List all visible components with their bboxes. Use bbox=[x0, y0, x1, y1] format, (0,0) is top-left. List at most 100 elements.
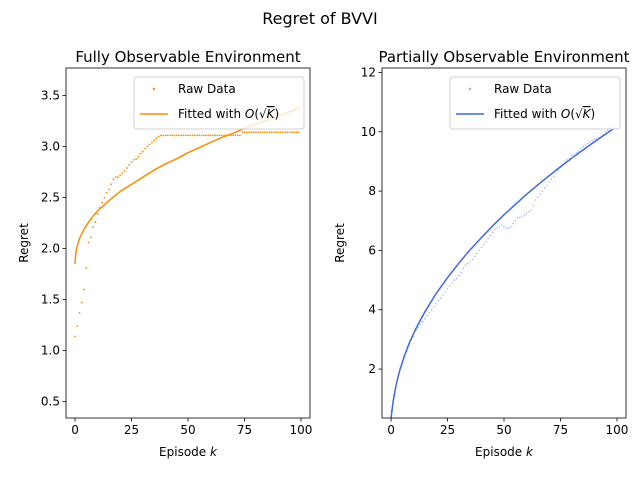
raw-data-point bbox=[85, 267, 88, 269]
raw-data-point bbox=[89, 236, 92, 239]
x-tick-label: 100 bbox=[290, 423, 313, 437]
raw-data-point bbox=[182, 134, 185, 137]
raw-data-point bbox=[564, 160, 566, 163]
legend-box bbox=[449, 76, 621, 130]
raw-data-point bbox=[141, 150, 144, 153]
raw-data-point bbox=[110, 183, 113, 186]
raw-data-point bbox=[132, 158, 135, 161]
raw-data-point bbox=[458, 274, 460, 277]
raw-data-point bbox=[505, 227, 507, 229]
y-tick-label: 1.0 bbox=[41, 344, 60, 358]
panel-fully-observable: 0 25 50 75 100 0.5 1.0 1.5 2.0 2.5 3.0 3.5 Fully Obs… bbox=[17, 48, 312, 459]
raw-data-point bbox=[421, 320, 424, 323]
raw-data-point bbox=[114, 176, 117, 179]
raw-data-point bbox=[577, 150, 580, 152]
raw-data-point bbox=[130, 160, 133, 163]
raw-data-point bbox=[144, 147, 146, 150]
raw-data-point bbox=[126, 167, 128, 169]
raw-data-point bbox=[571, 154, 573, 157]
raw-data-point bbox=[92, 226, 95, 229]
raw-data-point bbox=[553, 175, 555, 177]
raw-data-point bbox=[101, 201, 104, 204]
raw-data-point bbox=[108, 188, 110, 191]
raw-data-point bbox=[548, 181, 550, 183]
raw-data-point bbox=[239, 134, 241, 137]
raw-data-point bbox=[419, 323, 422, 326]
raw-data-point bbox=[586, 142, 589, 145]
raw-data-point bbox=[139, 152, 142, 155]
raw-data-point bbox=[279, 131, 282, 134]
raw-data-point bbox=[146, 145, 149, 148]
raw-data-point bbox=[534, 199, 537, 201]
raw-data-point bbox=[573, 153, 575, 155]
raw-data-point bbox=[178, 134, 180, 137]
x-tick-label: 100 bbox=[606, 423, 629, 437]
raw-data-point bbox=[460, 271, 462, 274]
raw-data-point bbox=[123, 170, 126, 172]
x-axis-label: Episode k bbox=[159, 445, 218, 459]
raw-data-point bbox=[200, 134, 203, 137]
raw-data-point bbox=[272, 131, 275, 134]
raw-data-point bbox=[214, 134, 217, 137]
raw-data-point bbox=[78, 312, 81, 314]
raw-data-point bbox=[137, 155, 140, 158]
raw-data-point bbox=[514, 220, 516, 222]
raw-data-point bbox=[288, 131, 291, 134]
raw-data-point bbox=[575, 151, 577, 154]
raw-data-point bbox=[471, 258, 474, 261]
raw-data-point bbox=[218, 134, 221, 137]
raw-data-point bbox=[80, 301, 83, 304]
raw-data-point bbox=[469, 261, 471, 263]
raw-data-point bbox=[150, 141, 153, 144]
y-tick-label: 10 bbox=[361, 125, 376, 139]
raw-data-point bbox=[516, 217, 519, 219]
raw-data-point bbox=[220, 134, 223, 137]
y-tick-label: 1.5 bbox=[41, 293, 60, 307]
raw-data-point bbox=[435, 303, 437, 305]
raw-data-point bbox=[546, 184, 548, 186]
raw-data-point bbox=[234, 134, 237, 137]
raw-data-point bbox=[482, 243, 485, 246]
y-tick-label: 4 bbox=[368, 303, 376, 317]
raw-data-point bbox=[148, 143, 151, 146]
raw-data-point bbox=[473, 255, 476, 258]
raw-data-point bbox=[444, 291, 446, 293]
raw-data-point bbox=[489, 234, 492, 237]
raw-data-point bbox=[291, 131, 293, 134]
raw-data-point bbox=[209, 134, 212, 137]
raw-data-point bbox=[440, 297, 442, 299]
raw-data-point bbox=[494, 228, 496, 231]
raw-data-point bbox=[604, 131, 607, 133]
raw-data-point bbox=[261, 131, 264, 134]
raw-data-point bbox=[128, 164, 131, 166]
raw-data-point bbox=[566, 159, 568, 161]
raw-data-point bbox=[519, 217, 521, 219]
raw-data-point bbox=[467, 263, 469, 265]
raw-data-point bbox=[433, 306, 435, 308]
raw-data-point bbox=[173, 134, 176, 137]
legend-marker-raw bbox=[152, 87, 156, 91]
raw-data-point bbox=[523, 214, 526, 216]
raw-data-point bbox=[417, 326, 419, 329]
legend-label: Raw Data bbox=[178, 82, 236, 96]
raw-data-point bbox=[155, 137, 158, 140]
raw-data-point bbox=[236, 134, 239, 137]
raw-data-point bbox=[245, 131, 248, 134]
raw-data-point bbox=[153, 139, 156, 142]
axes-title: Fully Observable Environment bbox=[75, 48, 300, 66]
raw-data-point bbox=[252, 131, 255, 134]
raw-data-point bbox=[528, 211, 530, 213]
legend: Raw Data Fitted with O(√K) bbox=[449, 76, 621, 130]
raw-data-point bbox=[83, 288, 85, 291]
raw-data-point bbox=[164, 134, 167, 137]
raw-data-point bbox=[557, 169, 559, 172]
legend-label: Fitted with O(√K) bbox=[178, 107, 279, 121]
axes-title: Partially Observable Environment bbox=[378, 48, 629, 66]
raw-data-point bbox=[584, 144, 587, 146]
raw-data-point bbox=[541, 190, 544, 192]
raw-data-point bbox=[507, 227, 510, 229]
raw-data-point bbox=[196, 134, 198, 137]
raw-data-point bbox=[94, 221, 97, 223]
raw-data-point bbox=[112, 178, 115, 181]
